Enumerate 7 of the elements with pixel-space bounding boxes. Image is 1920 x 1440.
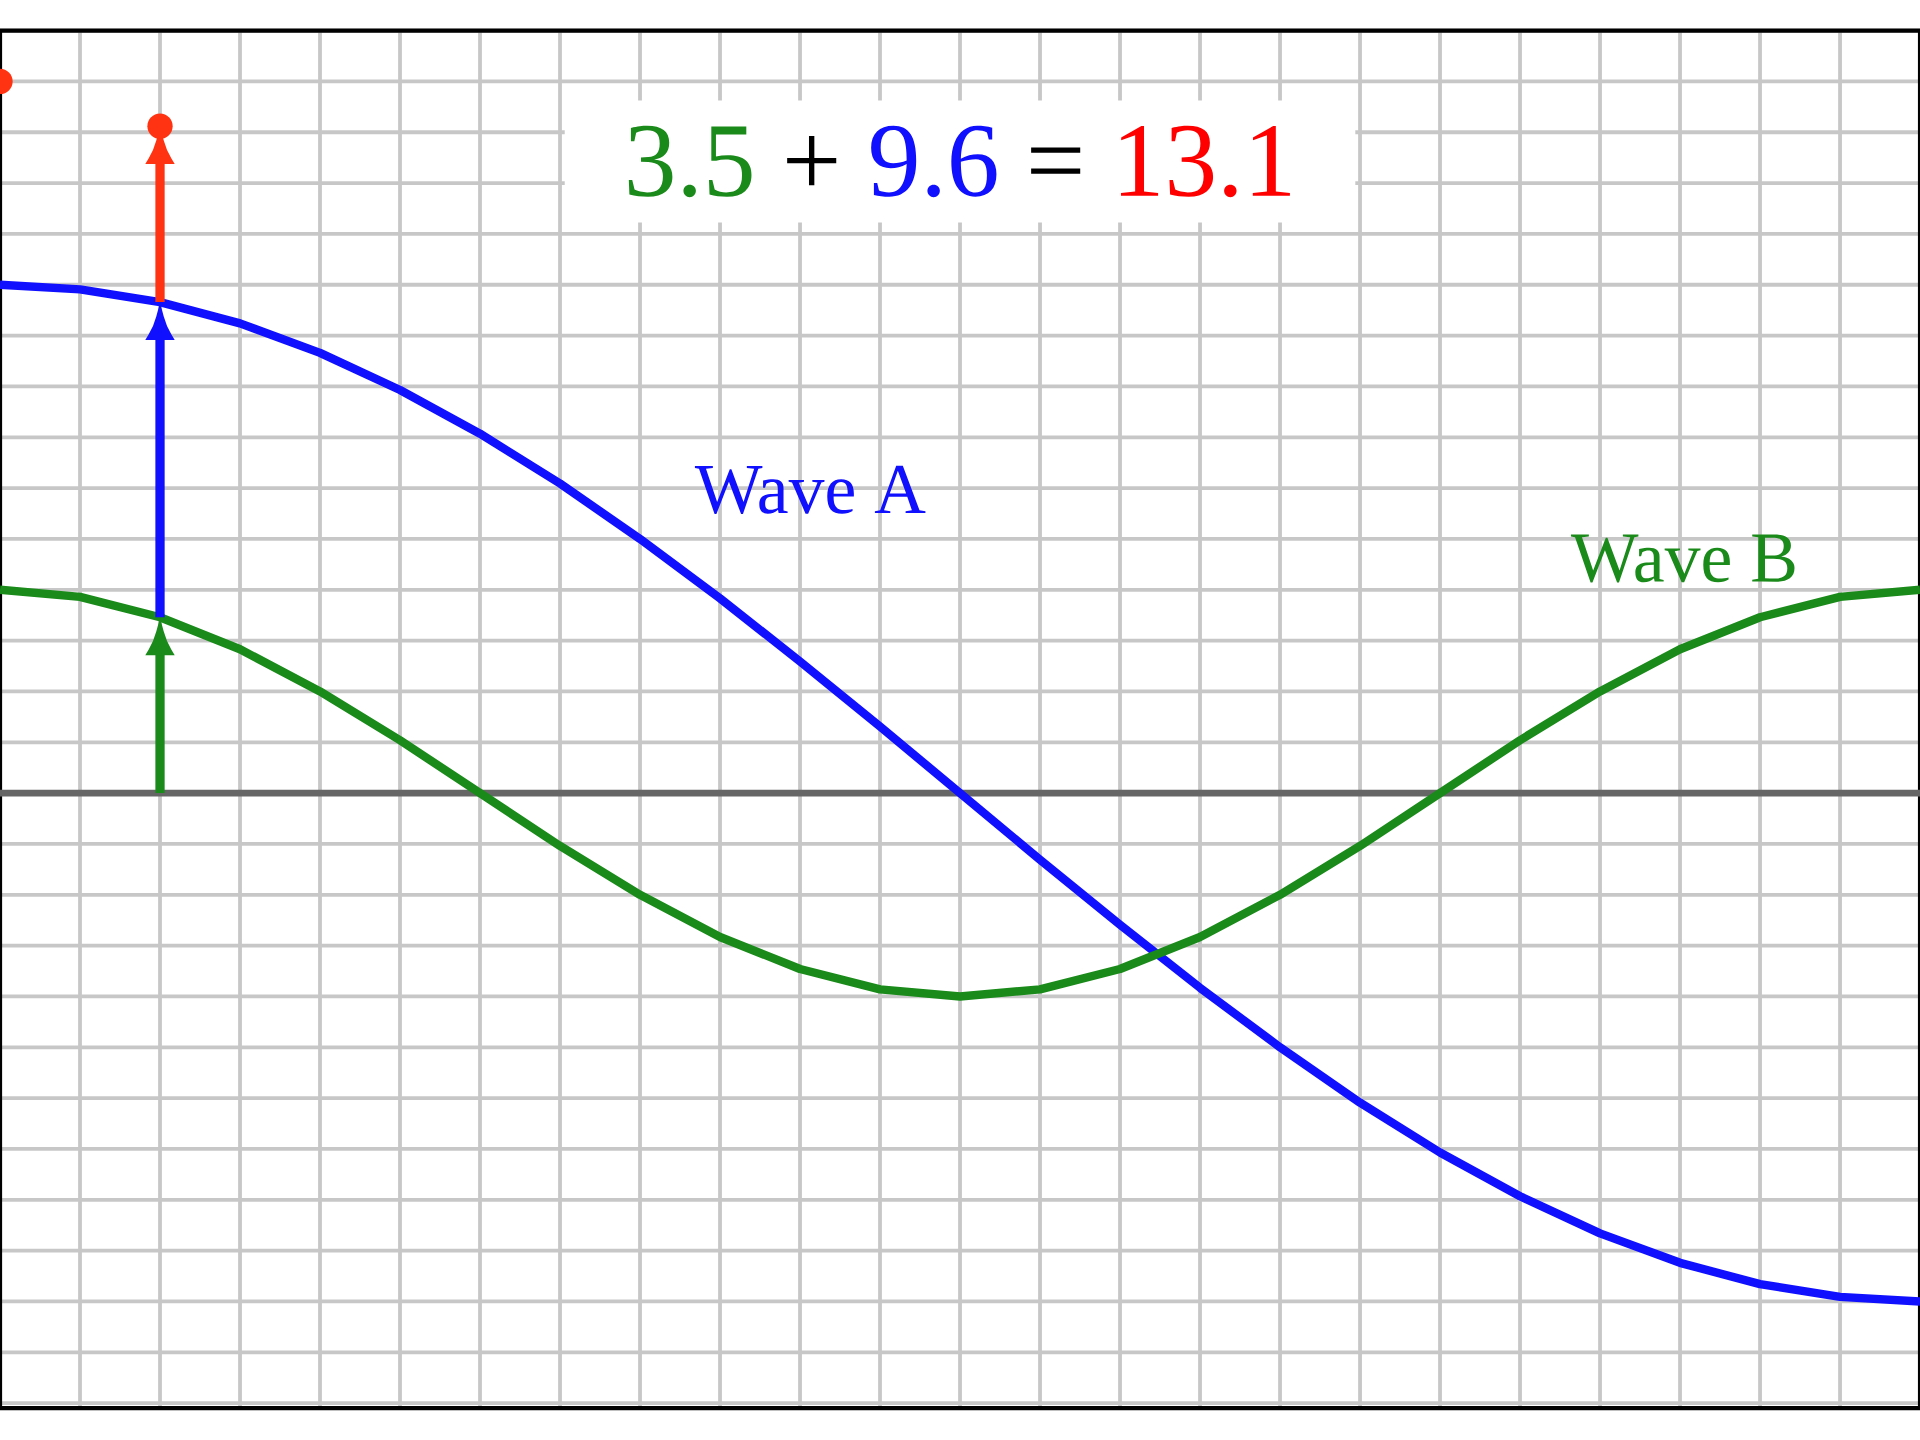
series-label: Wave A <box>694 465 926 515</box>
text: + <box>787 136 837 186</box>
text: 3.5 <box>628 125 752 198</box>
text: 9.6 <box>871 125 997 198</box>
text: 13.1 <box>1121 125 1290 198</box>
text: = <box>1031 147 1081 174</box>
series-label: Wave B <box>1570 534 1795 583</box>
